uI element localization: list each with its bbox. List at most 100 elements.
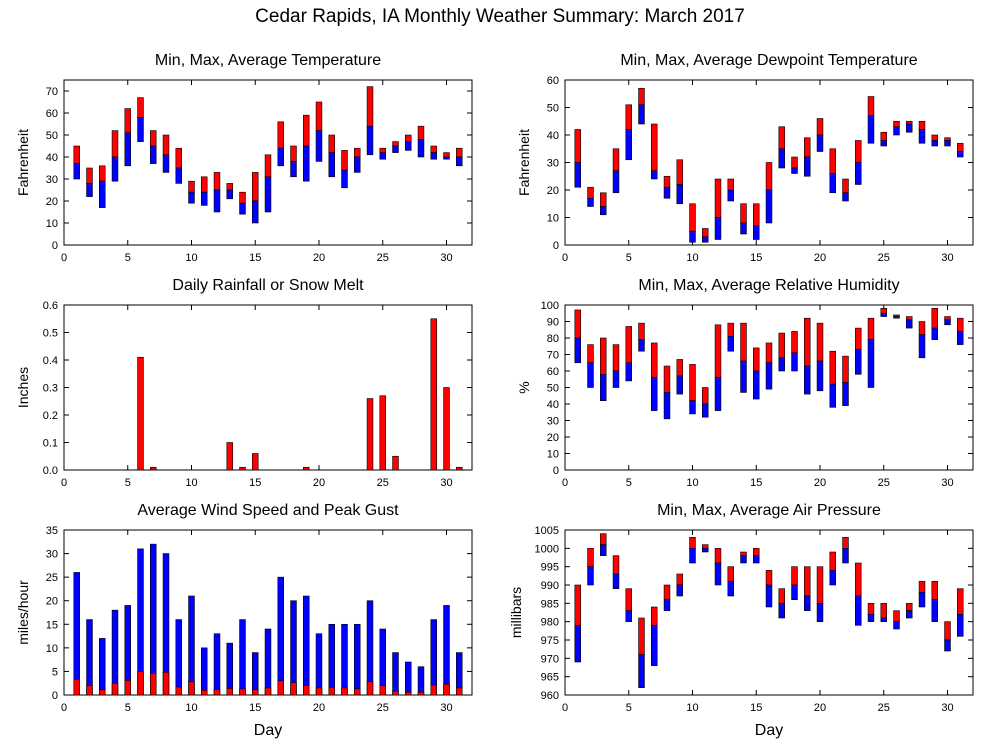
precip-bar [137,356,144,471]
upper-range-bar [676,359,683,377]
gust-bar [290,600,297,696]
x-tick-label: 30 [941,702,953,714]
upper-range-bar [829,148,836,174]
lower-range-bar [727,336,734,352]
lower-range-bar [804,156,811,177]
precip-bar [430,318,437,471]
lower-range-bar [226,189,233,200]
lower-range-bar [188,191,195,204]
gust-bar [354,623,361,696]
x-tick-label: 5 [125,477,131,489]
upper-range-bar [842,178,849,194]
upper-range-bar [804,317,811,367]
y-tick-label: 980 [541,617,559,629]
upper-range-bar [906,120,913,125]
lower-range-bar [791,584,798,600]
lower-range-bar [99,180,106,208]
upper-range-bar [587,548,594,567]
x-tick-label: 15 [249,702,261,714]
lower-range-bar [804,365,811,395]
x-tick-label: 5 [626,252,632,264]
lower-range-bar [290,161,297,178]
lower-range-bar [714,562,722,586]
upper-range-bar [931,134,938,141]
y-tick-label: 0 [52,690,58,702]
upper-range-bar [957,588,964,615]
y-tick-label: 5 [52,666,58,678]
avg-wind-bar [277,680,284,696]
precip-bar [456,466,463,471]
gust-bar [315,633,323,696]
upper-range-bar [778,588,785,604]
upper-range-bar [638,87,645,106]
gust-bar [150,543,157,696]
chart-rain: Daily Rainfall or Snow Melt 0 5 10 15 20 25 30 0… [15,277,473,489]
upper-range-bar [714,178,722,218]
y-tick-label: 20 [46,196,58,208]
lower-range-bar [587,362,594,388]
lower-range-bar [816,134,824,152]
lower-range-bar [379,152,386,160]
upper-range-bar [587,186,594,199]
chart-title: Min, Max, Average Air Pressure [657,502,881,519]
avg-wind-bar [124,680,131,696]
x-tick-label: 10 [686,252,698,264]
upper-range-bar [226,183,233,191]
upper-range-bar [855,562,862,597]
lower-range-bar [73,163,80,180]
lower-range-bar [906,610,913,619]
lower-range-bar [727,189,734,202]
avg-wind-bar [150,673,157,696]
x-tick-label: 25 [377,252,389,264]
bars [137,318,463,471]
upper-range-bar [804,137,811,158]
upper-range-bar [778,126,785,150]
y-tick-label: 30 [547,416,559,428]
lower-range-bar [574,625,581,663]
lower-range-bar [625,610,632,622]
precip-bar [252,453,259,471]
upper-range-bar [392,141,399,147]
upper-range-bar [663,365,671,393]
gust-bar [303,595,310,696]
x-tick-label: 25 [878,477,890,489]
avg-wind-bar [354,688,361,696]
lower-range-bar [612,170,620,194]
lower-range-bar [124,132,131,167]
lower-range-bar [893,126,900,136]
y-tick-label: 0 [553,240,559,252]
avg-wind-bar [239,688,246,696]
lower-range-bar [162,154,170,173]
precip-bar [366,398,374,471]
x-tick-label: 0 [562,252,568,264]
y-tick-label: 35 [46,525,58,537]
gust-bar [99,638,106,696]
gust-bar [175,619,182,696]
lower-range-bar [264,176,272,213]
gust-bar [341,623,348,696]
y-tick-label: 50 [46,130,58,142]
avg-wind-bar [315,687,323,696]
upper-range-bar [918,120,926,130]
chart-title: Min, Max, Average Temperature [155,52,381,69]
bars [73,86,463,224]
lower-range-bar [430,152,437,160]
upper-range-bar [290,145,297,162]
upper-range-bar [765,570,773,586]
chart-title: Daily Rainfall or Snow Melt [172,277,364,294]
lower-range-bar [957,331,964,345]
upper-range-bar [587,344,594,364]
lower-range-bar [638,339,645,352]
x-tick-label: 0 [562,477,568,489]
upper-range-bar [417,125,425,140]
upper-range-bar [765,162,773,191]
lower-range-bar [778,603,785,619]
gust-bar [417,666,425,696]
gust-bar [379,628,386,696]
x-tick-label: 20 [313,702,325,714]
plot-frame [564,529,974,696]
lower-range-bar [727,581,734,597]
lower-range-bar [86,183,93,197]
upper-range-bar [944,316,951,321]
y-tick-label: 965 [541,672,559,684]
